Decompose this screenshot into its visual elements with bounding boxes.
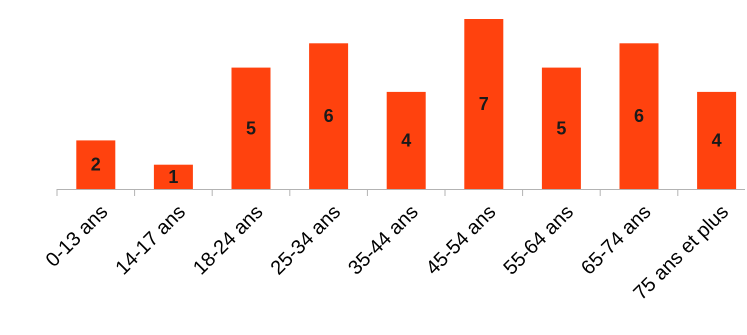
x-tick-label: 18-24 ans <box>189 201 267 279</box>
bar-25-34-ans <box>309 43 349 189</box>
x-tick-label: 45-54 ans <box>422 201 500 279</box>
bar-14-17-ans <box>153 164 193 189</box>
data-label: 7 <box>479 94 489 114</box>
data-label: 1 <box>168 167 178 187</box>
x-tick-labels: 0-13 ans 14-17 ans 18-24 ans 25-34 ans 35-44… <box>42 201 733 305</box>
bar-45-54-ans <box>464 19 504 189</box>
data-label: 4 <box>712 130 722 150</box>
bar-55-64-ans <box>541 67 581 189</box>
data-label: 2 <box>91 155 101 175</box>
bar-0-13-ans <box>76 140 116 189</box>
data-label: 6 <box>634 106 644 126</box>
bar-75-ans-et-plus <box>697 91 737 189</box>
x-tick-label: 0-13 ans <box>42 201 113 272</box>
x-tick-label: 65-74 ans <box>577 201 655 279</box>
data-label: 6 <box>324 106 334 126</box>
data-label: 4 <box>401 130 411 150</box>
x-tick-label: 25-34 ans <box>267 201 345 279</box>
bar-65-74-ans <box>619 43 659 189</box>
x-axis <box>56 189 745 196</box>
data-label: 5 <box>556 118 566 138</box>
data-label: 5 <box>246 118 256 138</box>
x-tick-label: 35-44 ans <box>344 201 422 279</box>
bar-18-24-ans <box>231 67 271 189</box>
x-tick-label: 14-17 ans <box>111 201 189 279</box>
data-labels-layer: 2 1 5 6 4 7 5 6 4 <box>91 94 722 187</box>
bars-layer <box>76 19 737 189</box>
x-tick-label: 55-64 ans <box>499 201 577 279</box>
bar-35-44-ans <box>386 91 426 189</box>
